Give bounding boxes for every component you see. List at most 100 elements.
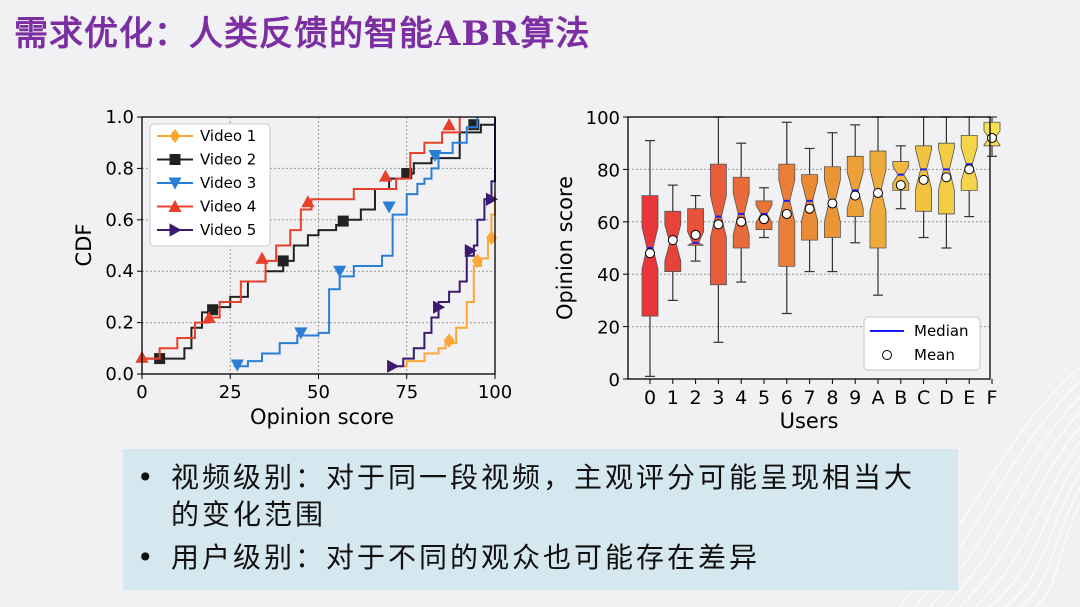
cdf-legend-marker bbox=[169, 223, 182, 237]
box-user-8 bbox=[824, 132, 841, 273]
box-user-B bbox=[892, 145, 910, 210]
cdf-data-point bbox=[202, 310, 216, 323]
box-x-tick-label: 3 bbox=[712, 387, 724, 409]
cdf-x-tick-label: 50 bbox=[307, 382, 330, 403]
cdf-series-3 bbox=[230, 117, 479, 372]
box-user-5 bbox=[755, 187, 773, 239]
box-mean-marker bbox=[895, 180, 906, 191]
box-x-tick-label: 7 bbox=[804, 387, 816, 409]
cdf-data-point bbox=[230, 359, 244, 372]
cdf-y-axis-label: CDF bbox=[72, 224, 96, 267]
box-mean-marker bbox=[781, 208, 792, 219]
cdf-y-tick-label: 1.0 bbox=[105, 107, 134, 128]
box-x-tick-label: F bbox=[987, 387, 998, 409]
cdf-x-tick-label: 100 bbox=[478, 382, 512, 403]
box-user-6 bbox=[778, 121, 796, 315]
box-user-C bbox=[915, 116, 932, 239]
bullet-item: • 用户级别：对于不同的观众也可能存在差异 bbox=[137, 539, 942, 576]
box-mean-marker bbox=[987, 132, 997, 143]
cdf-data-point bbox=[471, 253, 483, 269]
cdf-series-1 bbox=[396, 194, 497, 368]
box-user-3 bbox=[710, 116, 727, 343]
box-mean-marker bbox=[713, 219, 724, 230]
box-user-0 bbox=[641, 139, 659, 377]
cdf-data-point bbox=[387, 359, 400, 373]
cdf-legend-label: Video 3 bbox=[200, 174, 256, 192]
cdf-x-tick-label: 0 bbox=[136, 382, 147, 403]
bullet-dot: • bbox=[137, 461, 154, 494]
box-legend: Median Mean bbox=[863, 316, 981, 371]
cdf-data-point bbox=[428, 150, 442, 163]
bullet-dot: • bbox=[137, 541, 154, 574]
cdf-chart: 0 25 50 75 100 0.0 0.2 0.4 0.6 0.8 1.0 Opinion sco… bbox=[72, 107, 512, 429]
decorative-waves bbox=[899, 366, 1080, 607]
cdf-series-group bbox=[135, 117, 499, 373]
cdf-data-point bbox=[485, 192, 499, 206]
box-plot-frame bbox=[627, 116, 991, 380]
box-mean-marker bbox=[873, 187, 883, 198]
box-y-tick-label: 100 bbox=[586, 108, 620, 129]
bullet-text: 用户级别：对于不同的观众也可能存在差异 bbox=[171, 541, 761, 574]
box-body bbox=[960, 134, 978, 191]
box-legend-mean-marker bbox=[882, 350, 892, 360]
cdf-legend-label: Video 1 bbox=[200, 127, 256, 145]
box-user-F bbox=[983, 116, 1001, 157]
box-mean-marker bbox=[667, 235, 678, 246]
box-x-tick-label: A bbox=[872, 387, 885, 409]
box-mean-marker bbox=[759, 214, 769, 225]
bullet-text: 视频级别：对于同一段视频，主观评分可能呈现相当大的变化范围 bbox=[171, 461, 916, 531]
box-x-tick-label: 4 bbox=[735, 387, 747, 409]
box-x-axis-label: Users bbox=[780, 409, 839, 433]
cdf-data-point bbox=[464, 244, 477, 258]
cdf-tick-labels: 0 25 50 75 100 0.0 0.2 0.4 0.6 0.8 1.0 bbox=[105, 107, 512, 403]
cdf-y-tick-label: 0.8 bbox=[105, 158, 134, 179]
cdf-series-4 bbox=[135, 117, 461, 363]
box-y-tick-label: 40 bbox=[597, 265, 620, 286]
box-x-tick-label: E bbox=[963, 387, 975, 409]
box-user-2 bbox=[687, 195, 704, 262]
box-user-E bbox=[960, 116, 978, 218]
box-x-tick-label: 6 bbox=[781, 387, 793, 409]
cdf-data-point bbox=[468, 119, 480, 131]
box-items-group bbox=[641, 116, 1001, 377]
box-x-tick-label: C bbox=[917, 387, 930, 409]
box-mean-marker bbox=[964, 164, 975, 175]
box-user-1 bbox=[664, 184, 682, 301]
box-x-tick-label: B bbox=[894, 387, 907, 409]
box-user-D bbox=[938, 116, 955, 249]
box-x-tick-label: 9 bbox=[849, 387, 861, 409]
cdf-data-point bbox=[301, 195, 315, 208]
box-x-tick-label: D bbox=[939, 387, 954, 409]
box-mean-marker bbox=[736, 216, 747, 227]
cdf-legend-marker bbox=[169, 154, 181, 165]
cdf-data-point bbox=[485, 230, 497, 245]
cdf-data-point bbox=[337, 215, 349, 227]
cdf-y-tick-label: 0.6 bbox=[105, 210, 134, 231]
cdf-data-point bbox=[207, 304, 219, 316]
box-x-tick-label: 8 bbox=[826, 387, 838, 409]
cdf-data-point bbox=[333, 265, 347, 278]
box-user-4 bbox=[732, 142, 750, 283]
box-legend-label: Median bbox=[914, 322, 969, 340]
box-user-7 bbox=[801, 147, 818, 273]
box-mean-marker bbox=[645, 248, 655, 259]
box-mean-marker bbox=[850, 190, 861, 201]
box-user-A bbox=[869, 116, 887, 296]
cdf-x-tick-label: 25 bbox=[219, 382, 242, 403]
box-x-tick-label: 2 bbox=[690, 387, 702, 409]
box-user-9 bbox=[846, 124, 864, 244]
cdf-data-point bbox=[443, 333, 455, 348]
box-mean-marker bbox=[941, 172, 952, 183]
box-mean-marker bbox=[918, 174, 929, 185]
cdf-series-line bbox=[142, 117, 461, 360]
cdf-legend-marker bbox=[169, 128, 181, 144]
cdf-data-point bbox=[442, 118, 456, 131]
cdf-data-point bbox=[294, 327, 308, 340]
box-legend-label: Mean bbox=[914, 346, 955, 364]
cdf-legend-marker bbox=[168, 199, 182, 212]
box-y-tick-label: 80 bbox=[597, 160, 620, 181]
box-mean-marker bbox=[827, 198, 838, 209]
box-body bbox=[869, 150, 887, 249]
